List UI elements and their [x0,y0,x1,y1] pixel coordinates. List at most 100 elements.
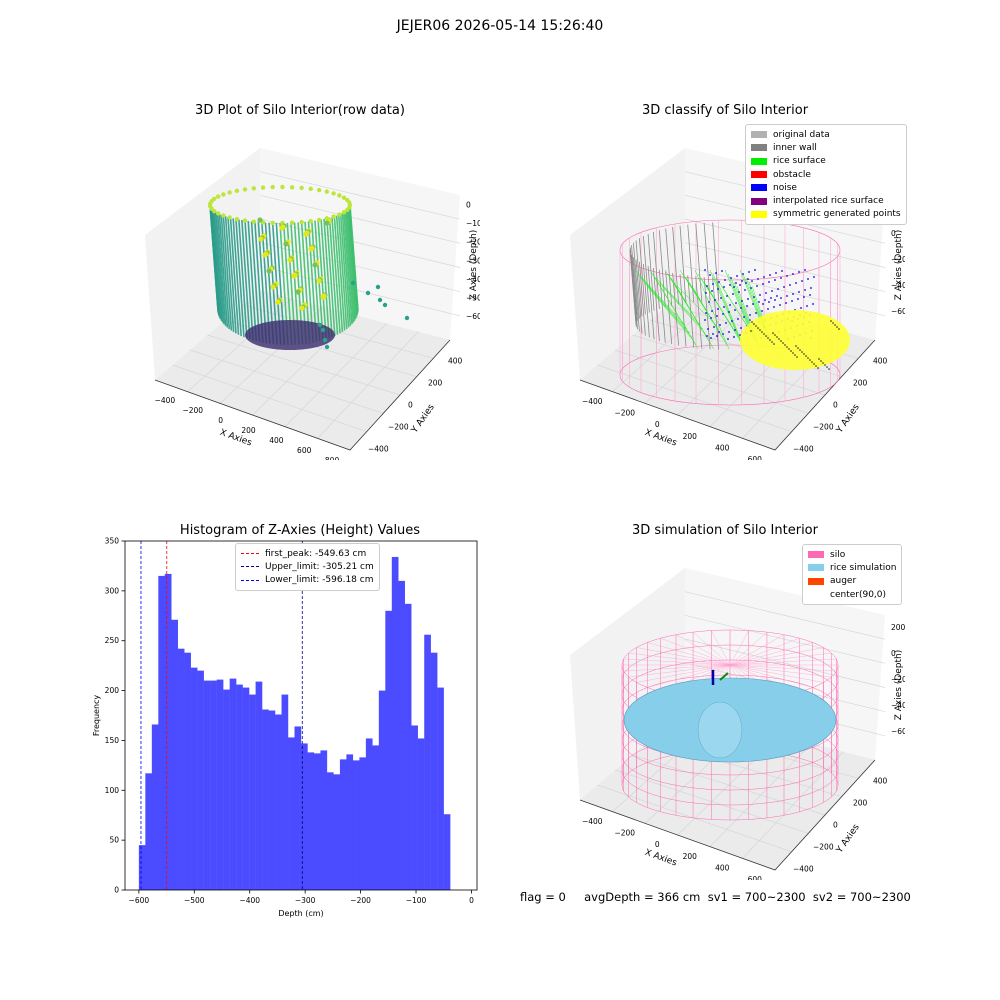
z-axis-label: Z Axies (Depth) [894,230,904,301]
legend-entry: Lower_limit: -596.18 cm [241,574,374,587]
legend-entry: noise [751,181,901,194]
x-axis-label: Depth (cm) [278,909,323,918]
z-tick-label: −400 [466,275,480,284]
legend-swatch [751,197,767,205]
z-tick-label: −500 [466,293,480,302]
z-tick-label: −400 [891,701,905,710]
histogram-bar [151,724,159,890]
histogram-bar [359,757,367,890]
classified-point-cloud [619,219,850,406]
y-tick-label: 250 [105,636,120,645]
legend-swatch [751,131,767,139]
z-tick-label: −400 [891,281,905,290]
y-tick-label: 150 [105,736,120,745]
y-axis-label: Y Axies [834,822,862,855]
z-tick-label: 0 [891,229,896,238]
histogram-title: Histogram of Z-Axies (Height) Values [179,523,421,538]
simulation-plot-title: 3D simulation of Silo Interior [632,523,818,538]
histogram-bar [164,573,172,890]
histogram-bar [268,710,276,890]
legend-label: rice simulation [830,562,897,573]
legend-entry: symmetric generated points [751,208,901,221]
y-tick-label: −400 [368,444,389,453]
legend-label: Lower_limit: -596.18 cm [265,575,374,586]
raw-point-cloud [207,184,410,350]
histogram-bar [437,687,444,890]
legend-label: inner wall [773,142,817,153]
y-tick-label: −400 [793,864,814,873]
x-tick-label: −400 [582,397,603,406]
histogram-bar [320,750,328,890]
legend-entry: rice surface [751,155,901,168]
histogram-bar [430,652,438,890]
x-axis-label: X Axies [643,848,678,869]
legend-label: symmetric generated points [773,209,901,220]
axis-frame [579,339,876,451]
z-tick-label: −200 [891,675,905,684]
histogram-bar [138,845,146,890]
histogram-bar [158,575,166,890]
x-tick-label: −200 [614,829,635,838]
histogram-bar [197,670,204,890]
y-tick-label: 0 [833,820,838,829]
z-tick-label: 200 [891,623,905,632]
y-tick-label: 0 [408,400,413,409]
y-tick-label: 100 [105,786,120,795]
classify-plot-title: 3D classify of Silo Interior [641,103,809,118]
histogram-bar [203,680,211,890]
z-axis-label: Z Axies (Depth) [469,230,479,301]
legend-swatch [808,577,824,585]
histogram-bar [352,760,360,890]
x-tick-label: −400 [155,396,176,405]
histogram-bar [385,610,392,890]
y-tick-label: 400 [873,776,888,785]
x-tick-label: 600 [748,875,763,880]
y-tick-label: 200 [853,378,868,387]
histogram-bar [372,745,380,890]
y-tick-label: 400 [873,356,888,365]
back-left-pane [570,568,685,800]
legend-swatch [808,591,824,598]
histogram-bar [424,634,431,890]
legend-swatch [751,184,767,192]
histogram-bar [294,726,302,890]
y-tick-label: −200 [813,842,834,851]
histogram-bar [288,737,295,890]
histogram-bar [242,687,250,890]
histogram-bar [339,759,347,890]
legend-label: Upper_limit: -305.21 cm [265,561,374,572]
z-tick-label: −600 [891,307,905,316]
x-tick-label: 600 [297,446,312,455]
x-tick-label: −400 [239,896,260,905]
legend-label: obstacle [773,169,811,180]
z-tick-label: −200 [891,255,905,264]
legend-label: first_peak: -549.63 cm [265,548,367,559]
plot-frame [124,540,478,891]
legend-entry: rice simulation [808,561,896,574]
legend-label: noise [773,182,797,193]
x-tick-label: −200 [350,896,371,905]
y-tick-label: 50 [109,836,119,845]
simulation-3d-plot: −400 −200 0 200 400 600 −400 −200 0 200 400 200 0 −20… [570,568,905,880]
rice-mound [697,701,743,759]
y-tick-label: 400 [448,356,463,365]
histogram-bar [190,667,198,890]
legend-entry: obstacle [751,168,901,181]
legend-label: interpolated rice surface [773,196,884,207]
histogram-bar [184,652,191,890]
y-tick-label: −200 [388,422,409,431]
x-tick-label: 200 [683,432,698,441]
legend-label: rice surface [773,156,826,167]
x-tick-label: 400 [269,436,284,445]
figure-title: JEJER06 2026-05-14 15:26:40 [396,18,604,34]
histogram-bar [301,743,308,890]
histogram-bar [378,690,386,890]
y-tick-label: −200 [813,422,834,431]
status-footer: flag = 0 avgDepth = 366 cm sv1 = 700~230… [520,890,911,904]
x-tick-label: 800 [325,456,340,460]
y-tick-label: −400 [793,444,814,453]
x-tick-label: 400 [715,444,730,453]
legend-entry: Upper_limit: -305.21 cm [241,560,374,573]
histogram-bar [223,689,230,890]
x-tick-label: −300 [295,896,316,905]
